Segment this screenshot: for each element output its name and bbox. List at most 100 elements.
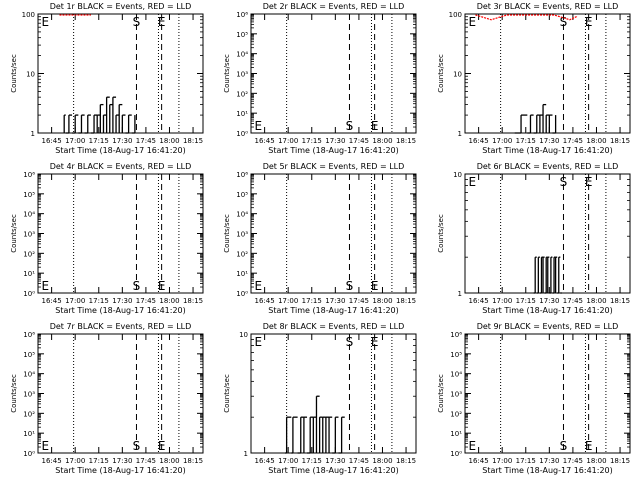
time-marker-label: E [158, 279, 166, 293]
time-marker-label: S [133, 279, 141, 293]
x-tick-label: 17:15 [516, 137, 536, 145]
y-tick-label: 10² [236, 90, 248, 98]
x-axis-label: Start Time (18-Aug-17 16:41:20) [268, 146, 399, 155]
y-tick-label: 100 [449, 11, 462, 19]
y-tick-label: 1 [458, 290, 462, 298]
x-tick-label: 16:45 [42, 297, 62, 305]
x-tick-label: 18:00 [372, 137, 392, 145]
x-tick-label: 18:15 [183, 457, 203, 465]
y-tick-label: 10⁰ [23, 290, 35, 298]
y-tick-label: 10⁵ [236, 31, 248, 39]
y-tick-label: 10⁰ [236, 130, 248, 138]
x-tick-label: 17:00 [65, 297, 85, 305]
y-tick-label: 10³ [23, 231, 35, 239]
y-tick-label: 10⁰ [236, 290, 248, 298]
x-axis-label: Start Time (18-Aug-17 16:41:20) [482, 146, 613, 155]
y-tick-label: 10 [453, 171, 462, 179]
y-tick-label: 10² [236, 250, 248, 258]
y-tick-label: 10⁶ [236, 11, 248, 19]
x-tick-label: 17:00 [492, 297, 512, 305]
y-tick-label: 10¹ [450, 430, 462, 438]
x-axis-label: Start Time (18-Aug-17 16:41:20) [55, 306, 186, 315]
y-tick-label: 10 [239, 331, 248, 339]
x-tick-label: 18:15 [610, 137, 630, 145]
x-tick-label: 18:15 [396, 457, 416, 465]
x-tick-label: 17:30 [325, 297, 345, 305]
chart-panel: Det 6r BLACK = Events, RED = LLD 1 10 16:45… [437, 162, 631, 315]
x-tick-label: 17:00 [65, 137, 85, 145]
x-tick-label: 18:15 [183, 137, 203, 145]
chart-title: Det 9r BLACK = Events, RED = LLD [477, 322, 619, 331]
x-axis-label: Start Time (18-Aug-17 16:41:20) [482, 466, 613, 475]
time-marker-label: S [133, 15, 141, 29]
x-tick-label: 18:15 [610, 297, 630, 305]
chart-panel: Det 7r BLACK = Events, RED = LLD 10⁰ 10¹ 10… [10, 322, 204, 475]
x-axis-label: Start Time (18-Aug-17 16:41:20) [268, 466, 399, 475]
x-axis-label: Start Time (18-Aug-17 16:41:20) [482, 306, 613, 315]
time-marker-label: E [469, 439, 477, 453]
time-marker-label: E [585, 15, 593, 29]
y-tick-label: 10¹ [23, 430, 35, 438]
plot-frame [250, 173, 417, 294]
y-tick-label: 10⁴ [236, 51, 248, 59]
x-tick-label: 17:00 [492, 137, 512, 145]
x-tick-label: 17:45 [563, 457, 583, 465]
y-tick-label: 10¹ [236, 270, 248, 278]
time-marker-label: E [255, 335, 263, 349]
x-tick-label: 17:30 [539, 137, 559, 145]
y-tick-label: 10⁴ [23, 371, 35, 379]
y-tick-label: 10³ [236, 231, 248, 239]
y-axis-label: Counts/sec [10, 374, 18, 413]
y-axis-label: Counts/sec [437, 214, 445, 253]
x-tick-label: 17:45 [349, 457, 369, 465]
plot-frame [250, 13, 417, 134]
x-tick-label: 18:15 [183, 297, 203, 305]
time-marker-label: E [42, 279, 50, 293]
x-tick-label: 18:00 [372, 297, 392, 305]
x-tick-label: 17:15 [89, 457, 109, 465]
y-tick-label: 10⁴ [450, 371, 462, 379]
x-tick-label: 17:30 [325, 137, 345, 145]
x-tick-label: 17:15 [302, 297, 322, 305]
x-tick-label: 17:15 [89, 297, 109, 305]
x-tick-label: 17:15 [89, 137, 109, 145]
y-tick-label: 10⁶ [236, 171, 248, 179]
x-tick-label: 16:45 [255, 457, 275, 465]
x-tick-label: 17:15 [302, 137, 322, 145]
time-marker-label: S [560, 15, 568, 29]
y-axis-label: Counts/sec [437, 54, 445, 93]
y-tick-label: 10⁵ [236, 191, 248, 199]
x-tick-label: 17:00 [278, 137, 298, 145]
lld-series-line [475, 14, 578, 21]
y-tick-label: 10¹ [236, 110, 248, 118]
x-tick-label: 16:45 [469, 137, 489, 145]
x-tick-label: 17:45 [563, 137, 583, 145]
y-tick-label: 1 [31, 130, 35, 138]
x-axis-label: Start Time (18-Aug-17 16:41:20) [55, 146, 186, 155]
y-tick-label: 10³ [450, 391, 462, 399]
time-marker-label: E [371, 119, 379, 133]
time-marker-label: S [346, 119, 354, 133]
x-tick-label: 18:00 [159, 137, 179, 145]
x-tick-label: 17:45 [136, 137, 156, 145]
x-tick-label: 17:45 [563, 297, 583, 305]
y-tick-label: 100 [22, 11, 35, 19]
time-marker-label: S [346, 335, 354, 349]
y-tick-label: 10¹ [23, 270, 35, 278]
x-tick-label: 16:45 [469, 297, 489, 305]
time-marker-label: S [346, 279, 354, 293]
y-axis-label: Counts/sec [437, 374, 445, 413]
chart-title: Det 2r BLACK = Events, RED = LLD [263, 2, 405, 11]
plot-frame [250, 333, 417, 454]
x-tick-label: 17:30 [112, 137, 132, 145]
x-tick-label: 16:45 [255, 297, 275, 305]
x-tick-label: 17:30 [539, 457, 559, 465]
chart-title: Det 3r BLACK = Events, RED = LLD [477, 2, 619, 11]
chart-panel: Det 5r BLACK = Events, RED = LLD 10⁰ 10¹ 10… [223, 162, 417, 315]
y-tick-label: 10⁰ [450, 450, 462, 458]
time-marker-label: E [371, 279, 379, 293]
chart-title: Det 5r BLACK = Events, RED = LLD [263, 162, 405, 171]
x-tick-label: 18:00 [586, 457, 606, 465]
y-tick-label: 10⁶ [450, 331, 462, 339]
x-tick-label: 17:45 [136, 457, 156, 465]
